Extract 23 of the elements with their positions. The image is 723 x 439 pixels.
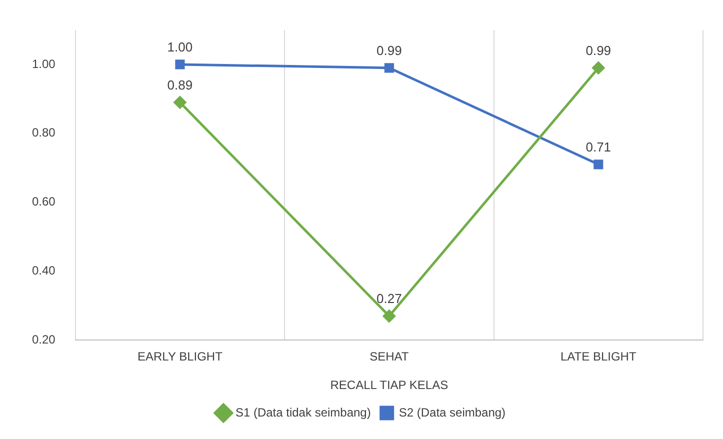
y-tick-label: 0.80 (32, 126, 56, 140)
legend-label: S1 (Data tidak seimbang) (235, 405, 371, 420)
x-tick-label: EARLY BLIGHT (138, 350, 224, 364)
data-label: 0.99 (586, 42, 612, 58)
data-label: 0.99 (376, 42, 402, 58)
y-tick-label: 0.60 (32, 194, 56, 209)
x-axis-title: RECALL TIAP KELAS (330, 378, 448, 392)
point (594, 160, 604, 170)
point (382, 310, 396, 322)
y-tick-label: 0.40 (32, 264, 56, 278)
point (174, 96, 186, 109)
point (592, 62, 605, 74)
x-tick-label: SEHAT (370, 350, 410, 364)
y-tick-label: 1.00 (32, 56, 56, 71)
data-label: 1.00 (167, 40, 193, 55)
x-tick-label: LATE BLIGHT (560, 350, 637, 364)
point (384, 63, 394, 73)
data-label: 0.71 (586, 140, 612, 154)
point (175, 60, 185, 70)
data-label: 0.89 (167, 77, 193, 92)
legend-label: S2 (Data seimbang) (398, 405, 506, 420)
data-label: 0.27 (376, 291, 402, 306)
y-tick-label: 0.20 (32, 332, 56, 347)
